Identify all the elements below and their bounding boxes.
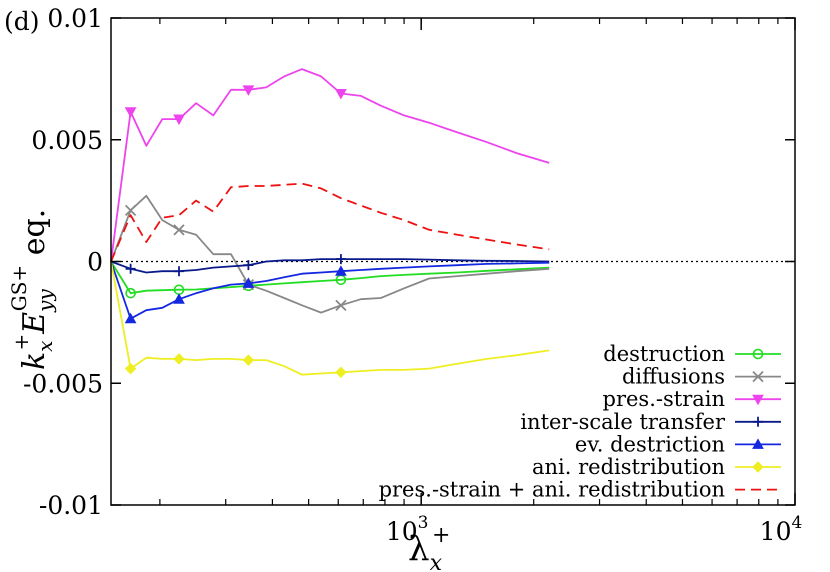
data-point-pres-strain [124, 107, 137, 118]
y-axis-title-k-sub: x [33, 341, 57, 352]
data-point-diffusions [173, 224, 185, 236]
data-point-ani-redistribution [242, 354, 255, 366]
data-point-pres-strain [335, 88, 347, 100]
data-point-ani-redistribution [335, 366, 347, 379]
legend-label-pres-strain: pres.-strain [603, 387, 725, 411]
series-destruction [110, 261, 550, 299]
series-line-inter-scale-transfer [110, 258, 550, 274]
series-line-ani-redistribution [110, 261, 550, 376]
series-line-pres-strain-ani-redistribution [110, 182, 550, 262]
legend-marker-ev-destriction [752, 438, 764, 449]
legend-marker-diffusions [752, 370, 764, 383]
data-point-pres-strain [173, 114, 185, 126]
series-layer [110, 68, 550, 379]
y-tick-label: 0 [87, 248, 103, 277]
data-point-pres-strain [242, 85, 255, 96]
legend-label-diffusions: diffusions [622, 365, 725, 389]
series-line-ev-destriction [110, 261, 550, 320]
data-point-ev-destriction [124, 312, 137, 324]
series-line-destruction [110, 261, 550, 295]
series-ani-redistribution [110, 261, 550, 379]
y-axis-title-e: E [17, 312, 52, 335]
data-point-ev-destriction [173, 293, 185, 304]
x-axis-title-sub: x [430, 551, 443, 572]
y-axis-title-suffix: eq. [17, 209, 52, 265]
y-tick-label: 0.01 [47, 4, 103, 33]
panel-label: (d) [4, 7, 40, 36]
data-point-inter-scale-transfer [174, 266, 185, 277]
data-point-ev-destriction [335, 265, 347, 276]
series-inter-scale-transfer [110, 254, 550, 277]
data-point-ani-redistribution [173, 353, 185, 365]
y-axis-title-k-sup: + [9, 334, 33, 351]
legend-label-destruction: destruction [603, 342, 725, 366]
legend-label-pres-strain-ani-redistribution: pres.-strain + ani. redistribution [379, 478, 725, 502]
data-point-destruction [125, 287, 136, 299]
y-axis-title-e-sub: yy [33, 289, 57, 313]
legend: destructiondiffusionspres.-straininter-s… [379, 342, 781, 502]
data-point-ani-redistribution [124, 362, 137, 375]
y-axis-title-k: k [17, 352, 52, 370]
y-tick-label: -0.01 [39, 491, 103, 520]
y-tick-label: -0.005 [23, 369, 103, 398]
x-tick-label: 104 [760, 513, 803, 546]
y-axis-title: kx+EyyGS+ eq. [7, 209, 57, 370]
legend-marker-inter-scale-transfer [753, 416, 763, 427]
data-point-inter-scale-transfer [335, 254, 346, 265]
series-line-diffusions [110, 194, 550, 314]
series-pres-strain-ani-redistribution [110, 182, 550, 262]
x-tick-base: 10 [386, 517, 418, 546]
legend-marker-pres-strain [752, 394, 764, 406]
series-diffusions [110, 194, 550, 314]
legend-marker-ani-redistribution [752, 461, 764, 473]
x-tick-label: 103 [386, 513, 429, 546]
x-tick-base: 10 [760, 517, 792, 546]
legend-marker-destruction [752, 348, 764, 360]
legend-label-ani-redistribution: ani. redistribution [532, 455, 725, 479]
y-tick-label: 0.005 [31, 126, 103, 155]
y-axis-title-e-sup: GS+ [7, 265, 31, 311]
data-point-inter-scale-transfer [125, 263, 136, 274]
series-line-pres-strain [110, 68, 550, 262]
data-point-inter-scale-transfer [243, 260, 254, 271]
legend-label-ev-destriction: ev. destriction [575, 432, 725, 456]
series-pres-strain [110, 68, 550, 262]
legend-label-inter-scale-transfer: inter-scale transfer [520, 410, 726, 434]
data-point-ev-destriction [242, 277, 255, 288]
series-ev-destriction [110, 261, 550, 324]
x-axis-title-sup: + [432, 523, 450, 548]
x-axis-title: λx + [408, 523, 450, 572]
data-point-diffusions [335, 299, 347, 311]
x-tick-exponent: 4 [791, 513, 802, 533]
data-point-diffusions [124, 204, 137, 217]
x-axis-title-base: λ [408, 529, 430, 569]
x-tick-exponent: 3 [418, 513, 429, 533]
